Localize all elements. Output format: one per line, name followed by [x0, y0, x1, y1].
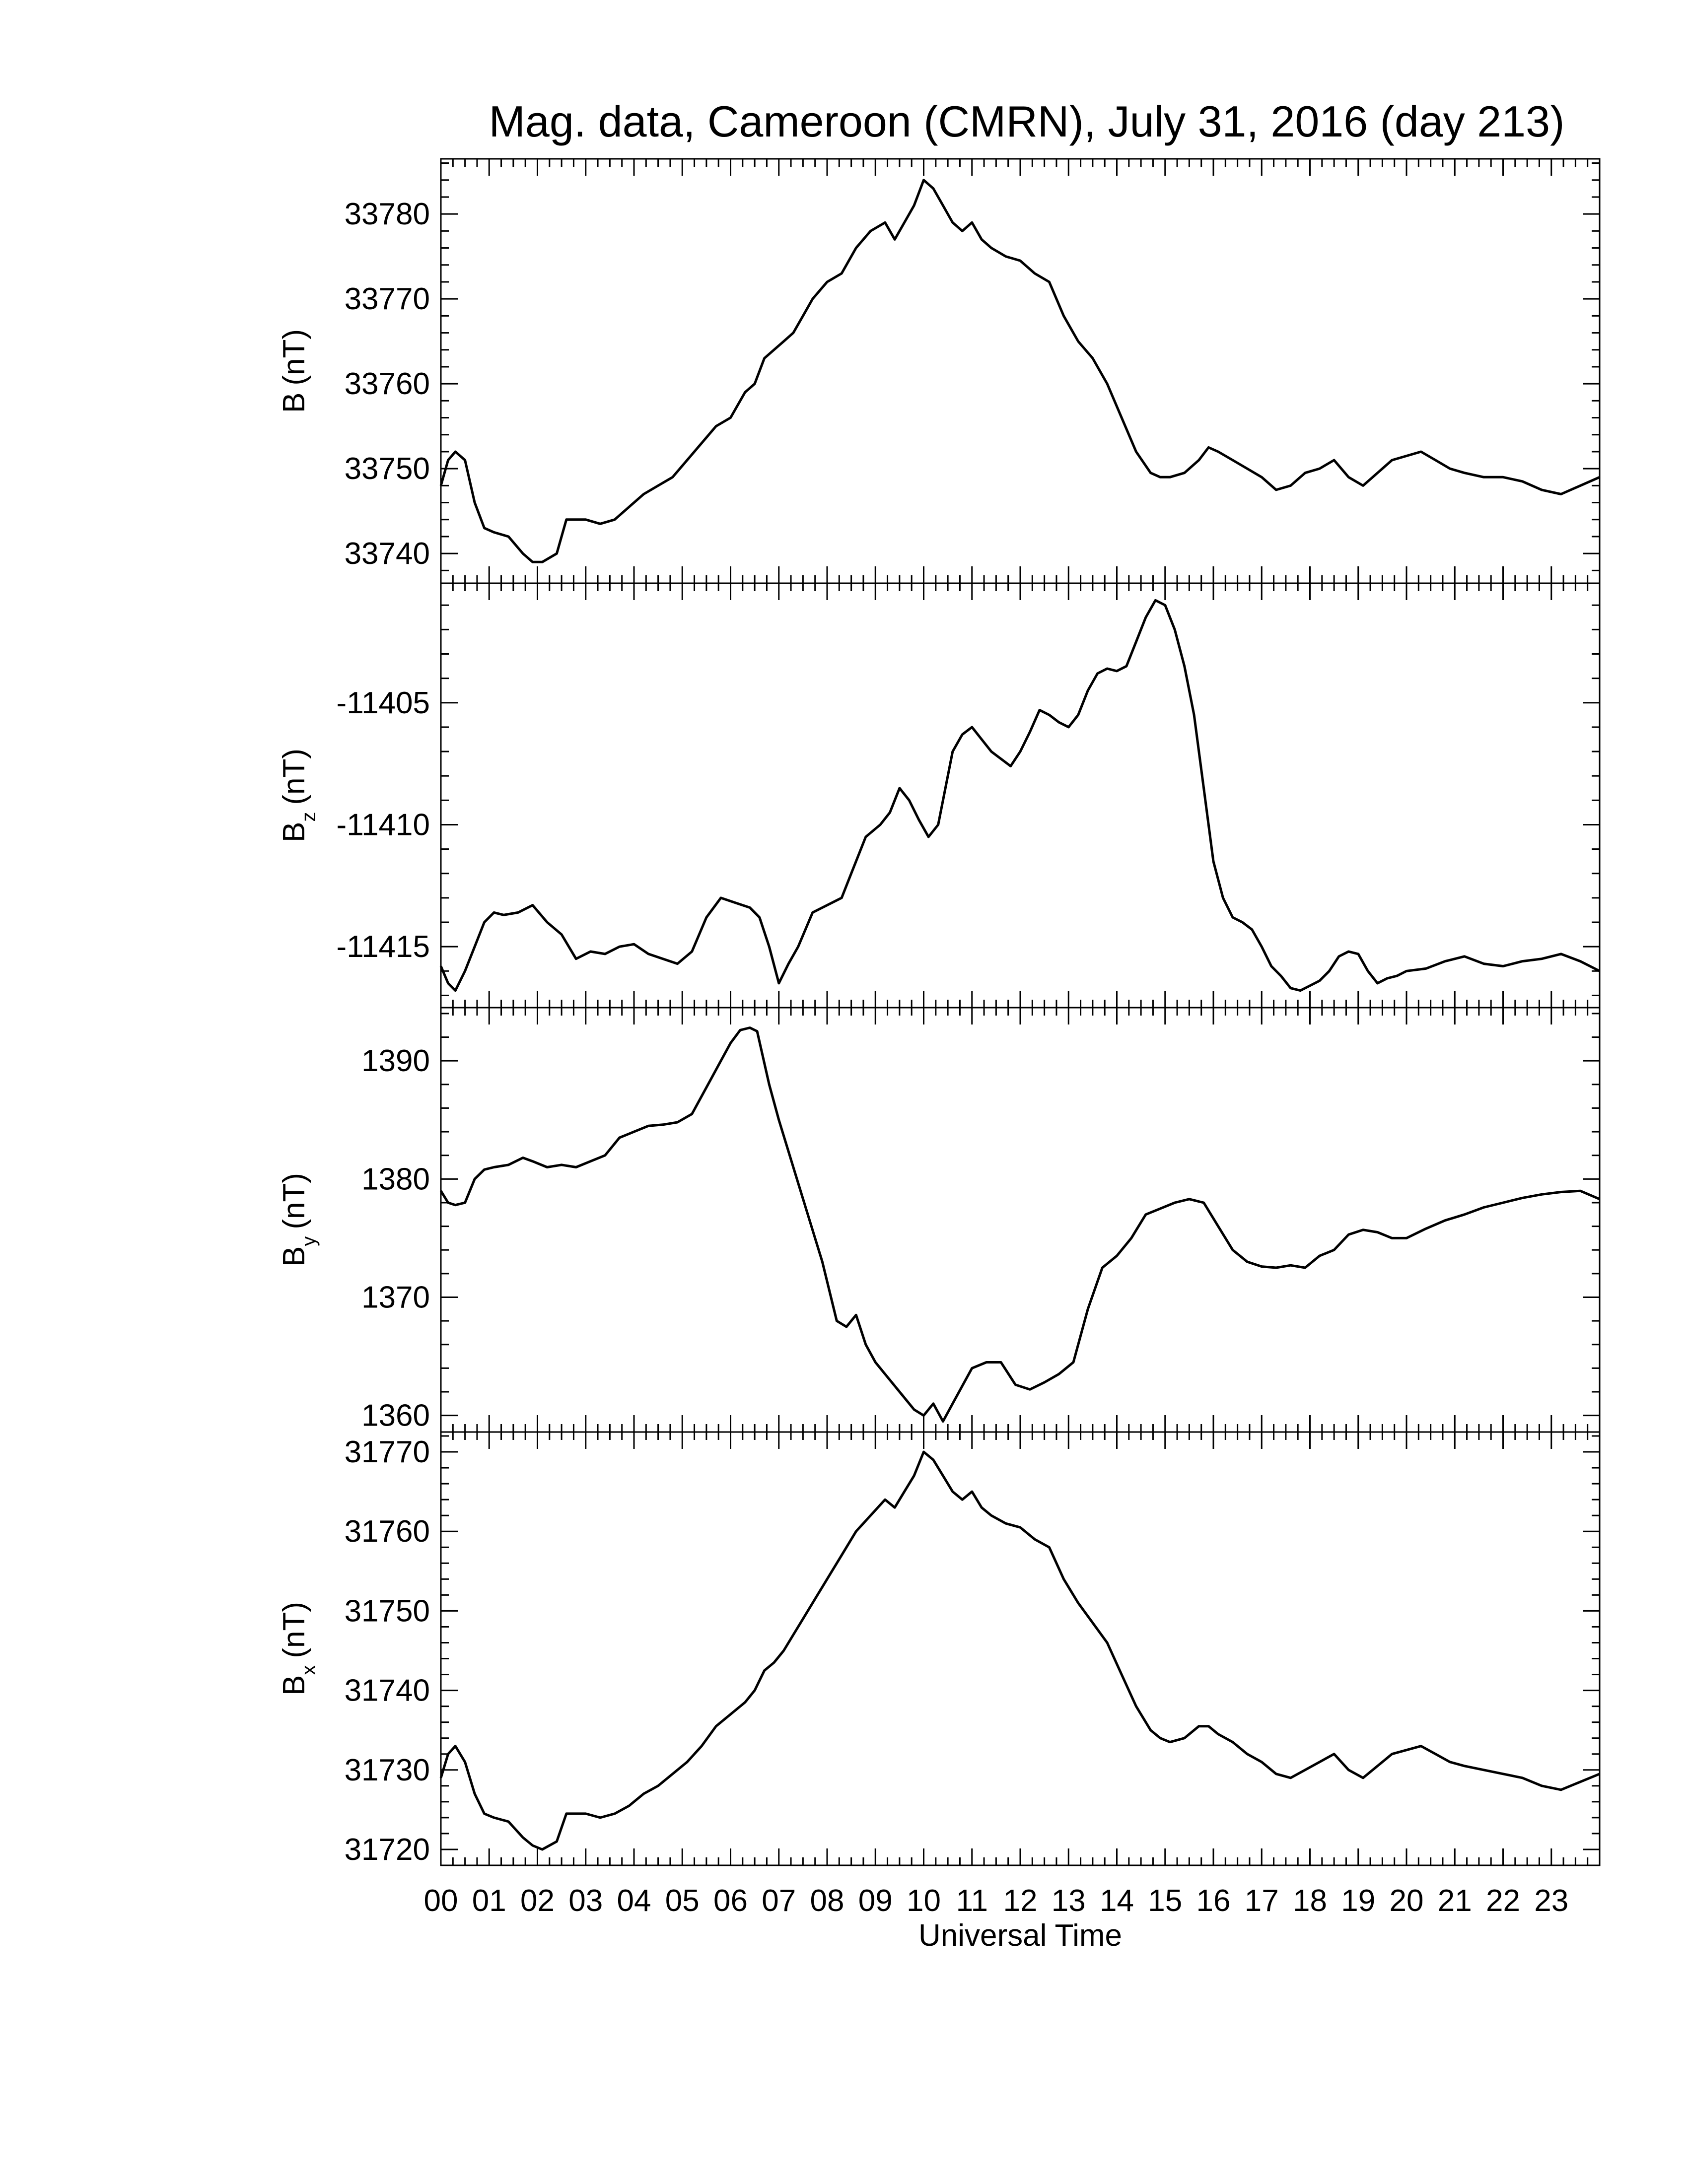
data-series-line	[439, 599, 1601, 992]
panel-2: -11405 -11410 -11415 Bz (nT)	[277, 582, 1601, 1009]
y-tick-label: 31720	[345, 1833, 430, 1867]
y-axis-label: Bx (nT)	[277, 1602, 320, 1696]
x-tick-label: 03	[568, 1884, 603, 1918]
y-tick-label: 33750	[345, 452, 430, 486]
x-tick-label: 04	[617, 1884, 651, 1918]
panels-group: 3374033750337603377033780B(nT)-11405-114…	[277, 158, 1601, 1867]
y-tick-label: 33760	[345, 367, 430, 401]
x-tick-label: 08	[810, 1884, 844, 1918]
y-tick-label: -11410	[337, 808, 430, 842]
x-tick-label: 02	[520, 1884, 555, 1918]
y-axis-label-unit: (nT)	[277, 329, 311, 386]
panel-frame	[440, 582, 1601, 1009]
y-axis-label-sub: y	[298, 1236, 320, 1246]
x-tick-label: 14	[1100, 1884, 1134, 1918]
y-axis-label-unit: (nT)	[277, 1602, 311, 1658]
x-tick-label: 07	[762, 1884, 796, 1918]
y-axis-label-main: B	[277, 393, 311, 413]
x-tick-label: 21	[1438, 1884, 1472, 1918]
x-tick-label: 12	[1003, 1884, 1038, 1918]
data-series-line	[439, 1450, 1600, 1851]
y-axis-label-main: B	[277, 822, 311, 842]
data-series-line	[439, 179, 1601, 563]
panel-3: 1360 1370 1380 1390 By (nT)	[277, 1007, 1601, 1433]
y-tick-label: 33740	[345, 537, 430, 571]
x-tick-label: 10	[907, 1884, 941, 1918]
y-tick-label: 31730	[345, 1753, 430, 1787]
y-tick-label: 1360	[361, 1399, 430, 1433]
x-axis: 00 01 02 03 04 05 06 07 08 09 10 11 12 13 14 15 16 17 18 19…	[424, 1884, 1569, 1918]
x-tick-label: 16	[1196, 1884, 1231, 1918]
x-tick-label: 01	[472, 1884, 506, 1918]
x-tick-label: 05	[665, 1884, 700, 1918]
y-tick-label: 1370	[361, 1280, 430, 1314]
panel-4: 31720 31730 31740 31750 31760 31770 Bx (nT)	[277, 1431, 1601, 1867]
x-tick-label: 00	[424, 1884, 458, 1918]
panel-frame	[440, 1431, 1601, 1866]
x-axis-label: Universal Time	[918, 1918, 1122, 1953]
y-tick-label: 1380	[361, 1162, 430, 1196]
x-tick-label: 23	[1534, 1884, 1568, 1918]
x-tick-label: 11	[956, 1884, 988, 1918]
x-tick-label: 20	[1390, 1884, 1424, 1918]
y-tick-label: -11405	[337, 686, 430, 720]
x-tick-label: 19	[1341, 1884, 1375, 1918]
chart-title: Mag. data, Cameroon (CMRN), July 31, 201…	[489, 97, 1565, 146]
y-tick-label: 33780	[345, 197, 430, 231]
y-tick-label: -11415	[337, 930, 430, 964]
y-axis-label-main: B	[277, 1675, 311, 1696]
y-tick-label: 31740	[345, 1674, 430, 1708]
y-tick-label: 33770	[345, 282, 430, 316]
y-tick-label: 31760	[345, 1514, 430, 1549]
x-tick-label: 17	[1245, 1884, 1279, 1918]
x-tick-label: 22	[1486, 1884, 1520, 1918]
y-axis-label: By (nT)	[277, 1173, 320, 1267]
data-series-line	[439, 1026, 1600, 1423]
x-tick-label: 13	[1052, 1884, 1086, 1918]
panel-1: 33740 33750 33760 33770 33780 B (nT)	[277, 158, 1601, 584]
x-tick-label: 15	[1148, 1884, 1182, 1918]
y-axis-label-sub: z	[298, 812, 320, 822]
y-tick-label: 1390	[361, 1044, 430, 1078]
y-axis-label-main: B	[277, 1246, 311, 1267]
y-axis-label-unit: (nT)	[277, 1173, 311, 1229]
x-tick-label: 18	[1293, 1884, 1327, 1918]
y-tick-label: 31750	[345, 1594, 430, 1628]
y-axis-label: Bz (nT)	[277, 749, 320, 842]
y-axis-label-sub: x	[298, 1665, 320, 1675]
y-axis-label-unit: (nT)	[277, 749, 311, 805]
x-tick-label: 06	[713, 1884, 748, 1918]
y-axis-label: B (nT)	[277, 329, 311, 413]
x-tick-label: 09	[858, 1884, 893, 1918]
y-tick-label: 31770	[345, 1435, 430, 1469]
panel-frame	[440, 1007, 1601, 1433]
